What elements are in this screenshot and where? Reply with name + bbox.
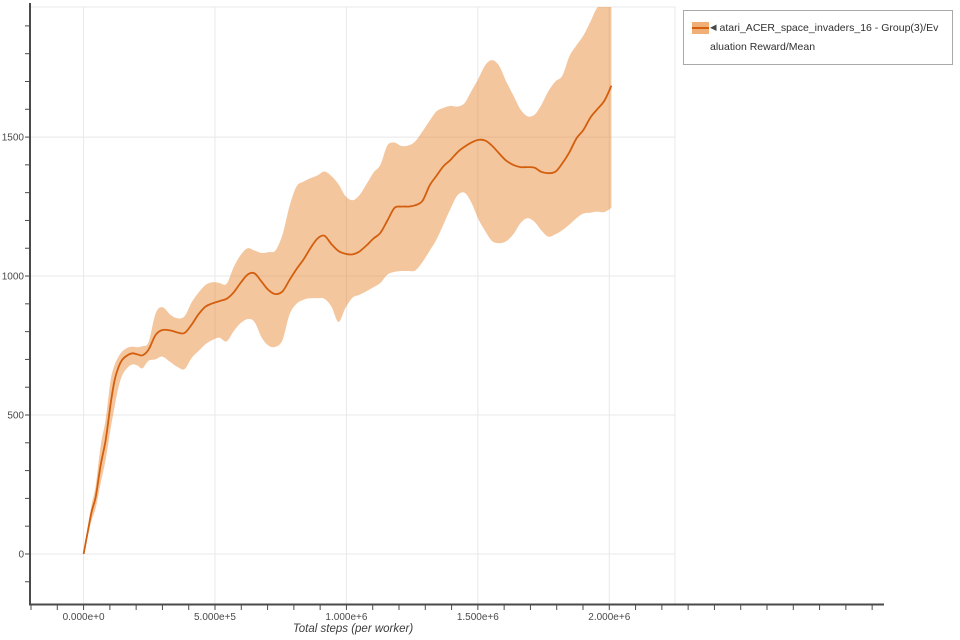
x-axis-title: Total steps (per worker) [292,623,414,635]
legend-band-swatch-icon [692,22,709,34]
x-tick-label: 2.000e+6 [588,612,630,623]
y-tick-label: 500 [7,411,24,422]
x-tick-label: 1.000e+6 [325,612,367,623]
legend-line-mark [692,26,709,29]
mean-line [82,85,613,555]
legend-collapse-icon[interactable]: ◀ [710,22,717,32]
confidence-band [83,7,612,554]
x-tick-label: 0.000e+0 [63,612,105,623]
y-tick-label: 1500 [2,133,25,144]
legend-series-label: atari_ACER_space_invaders_16 - Group(3)/… [710,22,939,53]
y-tick-label: 1000 [2,272,25,283]
y-tick-label: 0 [18,549,24,560]
x-tick-label: 1.500e+6 [457,612,499,623]
legend-box[interactable]: ◀ atari_ACER_space_invaders_16 - Group(3)… [683,10,953,65]
x-tick-label: 5.000e+5 [194,612,236,623]
